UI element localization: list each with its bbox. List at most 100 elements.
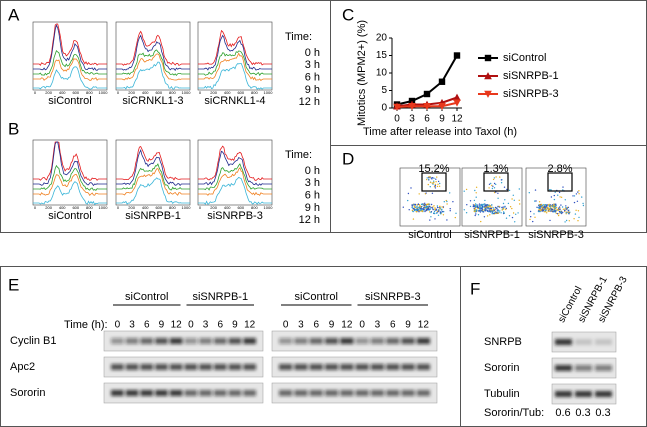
facs-dot <box>481 208 483 210</box>
facs-dot <box>573 201 576 204</box>
hist-tick-label: 1000 <box>182 90 192 95</box>
facs-dot <box>486 205 488 207</box>
facs-dot <box>546 212 548 214</box>
facs-dot <box>549 189 551 191</box>
facs-dot <box>440 213 442 215</box>
row-label: Cyclin B1 <box>10 335 56 347</box>
blot-band <box>401 364 415 370</box>
facs-dot <box>432 208 434 211</box>
blot-band <box>370 390 385 396</box>
facs-dot <box>414 208 417 211</box>
facs-dot <box>493 187 496 189</box>
facs-gate <box>547 172 573 192</box>
blot-band <box>340 364 354 370</box>
x-axis-label: Time after release into Taxol (h) <box>363 126 517 138</box>
facs-dot <box>502 202 505 205</box>
facs-dot <box>483 216 486 218</box>
facs-dot <box>435 178 437 180</box>
time-value: 3 <box>203 320 209 331</box>
facs-dot <box>507 202 510 205</box>
hist-tick-label: 1000 <box>99 90 109 95</box>
blot-band <box>294 390 308 396</box>
facs-dot <box>558 210 561 213</box>
facs-dot <box>573 218 575 220</box>
facs-dot <box>431 192 434 194</box>
marker <box>453 93 461 101</box>
facs-dot <box>419 209 422 211</box>
facs-dot <box>550 205 552 208</box>
blot-band <box>324 338 339 344</box>
hist-tick-label: 200 <box>128 90 135 95</box>
facs-dot <box>425 203 428 206</box>
blot-band <box>279 390 293 396</box>
facs-dot <box>472 205 474 208</box>
facs-dot <box>528 192 530 194</box>
facs-dot <box>514 221 516 223</box>
facs-dot <box>565 219 568 222</box>
facs-dot <box>560 211 562 214</box>
facs-dot <box>562 208 565 210</box>
facs-dot <box>547 210 549 212</box>
facs-dot <box>493 208 496 211</box>
facs-dot <box>501 209 503 211</box>
facs-dot <box>481 203 483 206</box>
blot-band <box>555 391 572 397</box>
marker <box>484 90 492 98</box>
facs-dot <box>557 194 559 196</box>
blot-band <box>416 390 430 396</box>
facs-dot <box>540 209 542 212</box>
facs-dot <box>565 206 567 209</box>
histogram-curve <box>198 167 272 196</box>
facs-dot <box>506 188 508 191</box>
blot-band <box>595 365 612 371</box>
histogram-curve <box>198 176 272 205</box>
time-value: 3 <box>298 320 304 331</box>
facs-dot <box>479 211 482 213</box>
facs-dot <box>577 210 580 212</box>
facs-dot <box>442 206 445 208</box>
facs-dot <box>545 211 547 213</box>
group-label: siControl <box>295 291 338 303</box>
facs-dot <box>557 214 560 217</box>
hist-tick-label: 1000 <box>264 205 274 210</box>
facs-dot <box>495 183 497 186</box>
facs-dot <box>555 203 557 205</box>
facs-dot <box>446 200 448 203</box>
facs-dot <box>554 205 556 207</box>
facs-dot <box>407 199 409 202</box>
facs-dot <box>412 218 415 220</box>
histogram-curve <box>198 50 272 76</box>
facs-dot <box>424 206 426 209</box>
facs-dot <box>546 206 549 209</box>
facs-dot <box>502 207 505 210</box>
facs-dot <box>476 209 478 211</box>
facs-dot <box>492 178 495 181</box>
facs-dot <box>480 220 482 223</box>
facs-dot <box>552 210 554 212</box>
facs-dot <box>499 210 501 212</box>
x-tick-label: 9 <box>439 114 445 125</box>
facs-dot <box>434 185 436 187</box>
facs-dot <box>497 192 499 194</box>
facs-dot <box>417 208 420 211</box>
facs-dot <box>505 217 508 219</box>
facs-dot <box>402 206 404 208</box>
facs-dot <box>430 216 432 218</box>
facs-dot <box>428 203 430 205</box>
facs-dot <box>435 209 437 211</box>
time-value: 6 <box>390 320 396 331</box>
facs-dot <box>428 205 431 208</box>
facs-dot <box>500 182 503 184</box>
hist-tick-label: 0 <box>117 90 120 95</box>
facs-dot <box>477 207 479 210</box>
facs-dot <box>475 192 477 194</box>
facs-dot <box>418 193 420 195</box>
facs-dot <box>446 219 448 221</box>
facs-dot <box>564 209 566 212</box>
facs-dot <box>576 200 579 202</box>
group-label: siControl <box>125 291 168 303</box>
legend-entry: 12 h <box>299 214 320 226</box>
panel-frame <box>330 145 647 233</box>
marker <box>453 99 461 107</box>
facs-dot <box>509 206 512 208</box>
